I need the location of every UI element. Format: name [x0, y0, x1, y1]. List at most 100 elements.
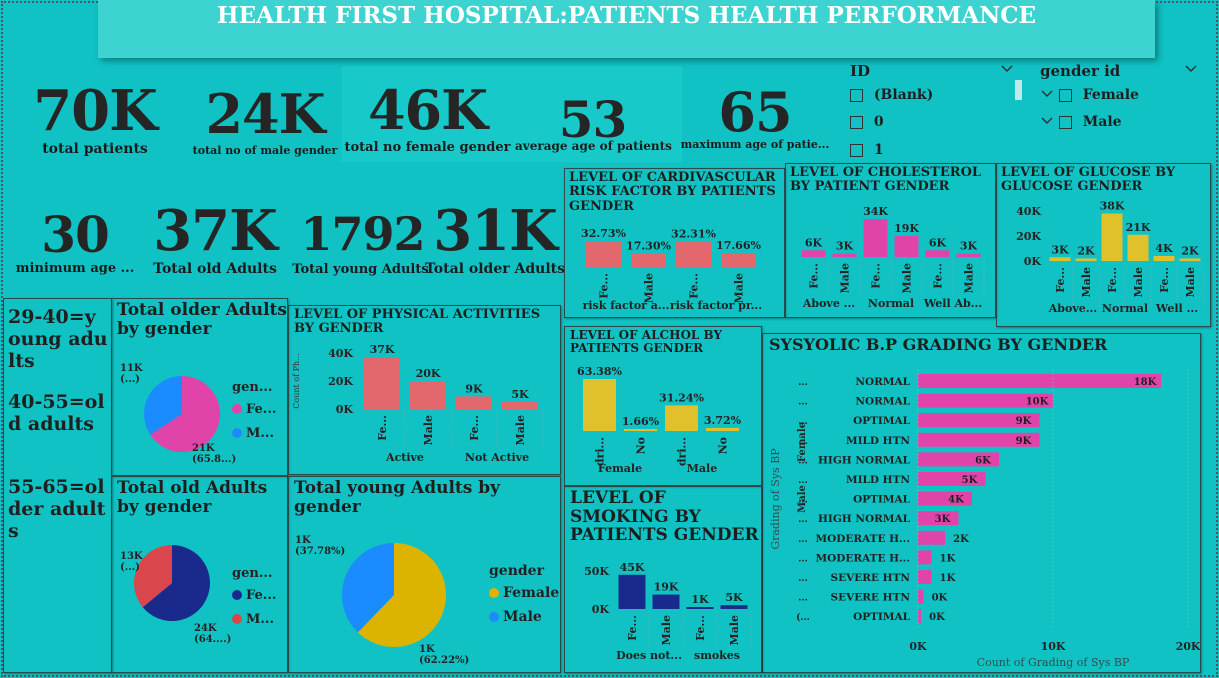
category-label: Male — [422, 415, 435, 445]
bar — [502, 402, 538, 409]
bar — [631, 253, 666, 267]
category-label: Fe... — [468, 415, 481, 441]
category-label: Male — [1184, 267, 1197, 297]
y-tick-label: 0K — [336, 403, 354, 416]
bar — [1179, 258, 1201, 261]
category-label: Male — [1080, 267, 1093, 297]
legend-title: gen... — [232, 380, 272, 395]
checkbox[interactable] — [850, 88, 863, 102]
gender-label: ... — [798, 574, 807, 584]
gender-label: ... — [798, 417, 807, 427]
data-label: 19K — [654, 581, 679, 594]
slicer-scrollbar[interactable] — [1015, 80, 1022, 100]
group-label: Well Ab... — [923, 297, 982, 310]
age-groups-legend: 29-40=young adults 40-55=old adults 55-6… — [3, 298, 112, 673]
id-slicer-item[interactable]: (Blank) — [850, 87, 933, 103]
older-adults-definition: 55-65=older adults — [8, 476, 106, 542]
group-label: Above ... — [802, 297, 855, 310]
checkbox[interactable] — [1058, 88, 1072, 102]
slice-label: 13K — [120, 551, 143, 562]
pie-slice — [357, 543, 446, 647]
gender-label: ... — [798, 476, 807, 486]
row-label: NORMAL — [855, 396, 910, 408]
id-slicer-item[interactable]: 0 — [850, 114, 884, 130]
systolic-bp-title: SYSYOLIC B.P GRADING BY GENDER — [769, 335, 1108, 354]
legend-marker — [232, 590, 242, 600]
dashboard-title: HEALTH FIRST HOSPITAL:PATIENTS HEALTH PE… — [98, 0, 1155, 58]
y-tick-label: 40K — [1016, 205, 1041, 218]
kpi-tile-bg — [512, 66, 682, 162]
older-adults-pie-panel: Total older Adults by gender 21K (65.8...… — [111, 298, 288, 476]
gender-label: ... — [798, 437, 807, 447]
bar — [1153, 256, 1175, 261]
slice-label: (64....) — [194, 634, 231, 645]
bar — [665, 405, 698, 431]
slice-label: (37.78%) — [295, 546, 345, 557]
kpi-old-adults-label: Total old Adults — [153, 261, 277, 277]
category-label: Male — [963, 263, 976, 293]
data-label: 9K — [465, 382, 483, 395]
bar — [832, 253, 857, 257]
data-label: 9K — [1016, 416, 1032, 427]
kpi-female-label: total no female gender — [344, 140, 511, 155]
id-slicer-title: ID — [850, 62, 871, 80]
bar — [410, 381, 446, 409]
kpi-avg-age-label: average age of patients — [515, 139, 672, 153]
alcohol-title: LEVEL OF ALCHOL BY PATIENTS GENDER — [570, 328, 723, 356]
data-label: 1.66% — [622, 415, 660, 428]
group-label: Female — [598, 462, 642, 475]
slice-label: 1K — [419, 644, 435, 655]
bar — [1075, 258, 1097, 261]
legend-entry: M... — [246, 426, 274, 441]
systolic-bp-chart: 18K NORMAL... 10K NORMAL... 9K OPTIMAL... 9K MI… — [769, 370, 1200, 669]
cardio-chart: 32.73% Fe... 17.30% Male 32.31% Fe... 17.66% Ma… — [581, 227, 762, 312]
kpi-total-patients-value: 70K — [33, 78, 158, 144]
bar — [624, 429, 657, 431]
data-label: 3K — [1051, 243, 1069, 256]
y-tick-label: 20K — [328, 375, 353, 388]
bar — [652, 594, 680, 609]
chevron-down-icon[interactable] — [1184, 64, 1198, 74]
id-slicer[interactable]: ID (Blank) 0 1 — [848, 62, 1018, 162]
checkbox[interactable] — [850, 143, 863, 157]
gender-slicer-item[interactable]: Male — [1040, 114, 1122, 130]
legend-marker — [489, 612, 499, 622]
gender-label: ... — [798, 535, 807, 545]
data-label: 21K — [1126, 221, 1151, 234]
gender-slicer-item[interactable]: Female — [1040, 87, 1139, 103]
gender-slicer[interactable]: gender id Female Male — [1038, 62, 1203, 142]
row-label: MILD HTN — [846, 435, 910, 447]
slice-label: (65.8...) — [192, 454, 236, 465]
smoking-chart: 50K 0K 45K Fe... 19K Male 1K Fe... 5K Male Does no… — [584, 561, 752, 662]
category-label: Male — [514, 415, 527, 445]
legend-marker — [232, 428, 242, 438]
y-tick-label: 40K — [328, 347, 353, 360]
category-label: Male — [733, 273, 746, 303]
category-label: Fe... — [1054, 267, 1067, 293]
data-label: 1K — [940, 553, 956, 564]
id-slicer-item[interactable]: 1 — [850, 142, 884, 158]
category-label: Fe... — [694, 615, 707, 641]
chevron-down-icon[interactable] — [1040, 116, 1054, 126]
gender-label: ... — [798, 456, 807, 466]
kpi-min-age-value: 30 — [41, 205, 110, 264]
legend-entry: Male — [503, 609, 542, 625]
bar — [801, 250, 826, 257]
gender-group-label: Male — [797, 485, 808, 513]
checkbox[interactable] — [850, 115, 863, 129]
row-label: OPTIMAL — [853, 415, 911, 427]
kpi-male-label: total no of male gender — [192, 144, 338, 157]
data-label: 1K — [940, 573, 956, 584]
smoking-panel: LEVEL OF SMOKING BY PATIENTS GENDER 50K 0… — [564, 486, 762, 673]
chevron-down-icon[interactable] — [1000, 64, 1014, 74]
checkbox[interactable] — [1058, 115, 1072, 129]
data-label: 19K — [894, 222, 919, 235]
group-label: Above... — [1048, 302, 1097, 315]
data-label: 9K — [1016, 436, 1032, 447]
physical-activity-chart: 40K 20K 0K Count of Ph... 37K Fe... 20K Male 9K F… — [292, 343, 544, 464]
category-label: Male — [1132, 267, 1145, 297]
data-label: 5K — [725, 591, 743, 604]
chevron-down-icon[interactable] — [1040, 89, 1054, 99]
group-label: Does not... — [616, 649, 682, 662]
